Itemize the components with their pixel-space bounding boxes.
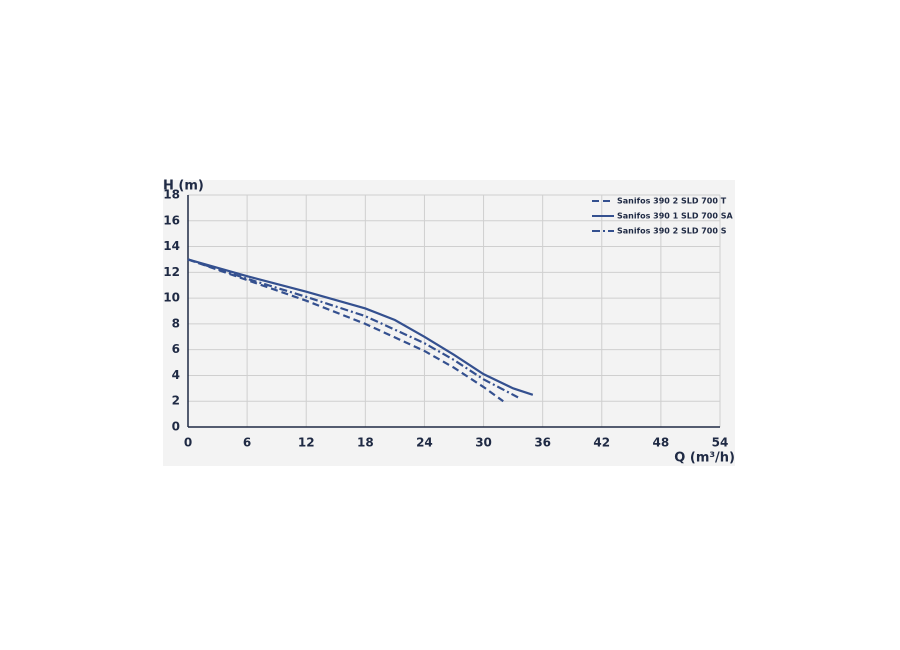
y-axis-label: H (m) [163,179,204,194]
y-tick-label: 4 [172,368,180,382]
y-tick-label: 10 [163,291,180,305]
y-tick-label: 2 [172,394,180,408]
y-tick-label: 16 [163,213,180,227]
chart-background [163,180,735,466]
x-tick-label: 48 [653,436,670,450]
legend-label: Sanifos 390 2 SLD 700 S [617,227,727,236]
x-tick-label: 6 [243,436,251,450]
y-tick-label: 8 [172,316,180,330]
y-tick-label: 6 [172,342,180,356]
x-tick-label: 12 [298,436,315,450]
y-tick-label: 18 [163,188,180,202]
x-tick-label: 30 [475,436,492,450]
x-tick-label: 36 [534,436,551,450]
legend-label: Sanifos 390 1 SLD 700 SA [617,212,733,221]
y-tick-label: 0 [172,420,180,434]
x-tick-label: 0 [184,436,192,450]
x-tick-label: 42 [593,436,610,450]
data-line [187,258,534,396]
x-tick-label: 18 [357,436,374,450]
x-tick-label: 54 [712,436,729,450]
x-axis-label: Q (m³/h) [674,451,735,466]
x-tick-label: 24 [416,436,433,450]
y-tick-label: 12 [163,265,180,279]
legend-label: Sanifos 390 2 SLD 700 T [617,197,727,206]
data-line [187,258,504,403]
y-tick-label: 14 [163,239,180,253]
